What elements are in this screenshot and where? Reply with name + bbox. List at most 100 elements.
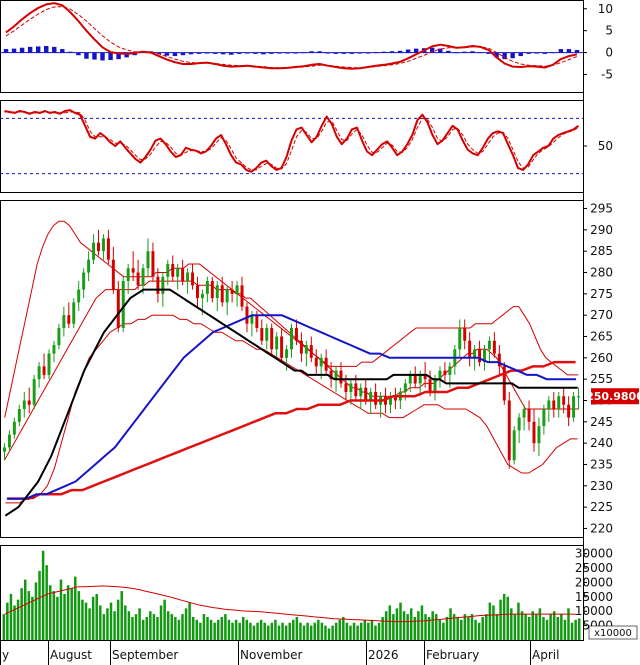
volume-bar bbox=[345, 622, 349, 640]
candle-body bbox=[497, 353, 501, 367]
candle-body bbox=[250, 315, 254, 324]
candle-body bbox=[463, 327, 467, 341]
volume-bar bbox=[156, 616, 159, 640]
volume-bar bbox=[495, 614, 499, 640]
candle-body bbox=[448, 366, 452, 375]
candle-body bbox=[235, 285, 239, 294]
volume-bar bbox=[152, 614, 156, 640]
volume-bar bbox=[470, 614, 474, 640]
volume-bar bbox=[449, 608, 452, 640]
candle-body bbox=[2, 447, 6, 452]
volume-bar bbox=[256, 622, 259, 640]
candle-body bbox=[131, 268, 135, 273]
candle-body bbox=[255, 315, 259, 328]
volume-bar bbox=[292, 619, 295, 640]
volume-bar bbox=[91, 596, 95, 640]
volume-bar bbox=[481, 616, 484, 640]
macd-histogram-bar bbox=[108, 52, 113, 61]
candle-body bbox=[245, 306, 249, 324]
macd-histogram-bar bbox=[301, 52, 306, 54]
candle-body bbox=[324, 357, 328, 371]
macd-histogram-bar bbox=[196, 52, 202, 54]
volume-bar bbox=[70, 588, 73, 640]
macd-histogram-bar bbox=[188, 52, 194, 55]
volume-bar bbox=[574, 619, 577, 640]
volume-bar bbox=[41, 550, 45, 640]
volume-bar bbox=[9, 593, 13, 640]
macd-histogram-bar bbox=[124, 52, 129, 58]
month-label: February bbox=[426, 648, 479, 662]
candle-body bbox=[106, 238, 110, 260]
volume-bar bbox=[517, 602, 520, 640]
volume-bar bbox=[106, 608, 109, 640]
macd-histogram-bar bbox=[68, 51, 73, 53]
volume-bar bbox=[302, 625, 306, 640]
candle-body bbox=[388, 396, 392, 405]
month-label: August bbox=[50, 648, 92, 662]
month-label: 2026 bbox=[368, 648, 399, 662]
bollinger-lower bbox=[5, 314, 578, 504]
candle-body bbox=[195, 285, 199, 299]
volume-bar bbox=[309, 625, 313, 640]
macd-histogram-bar bbox=[558, 49, 564, 53]
macd-histogram-bar bbox=[156, 52, 162, 54]
volume-bar bbox=[177, 619, 181, 640]
candle-body bbox=[309, 345, 313, 358]
candle-body bbox=[181, 268, 185, 282]
price-panel bbox=[0, 200, 584, 538]
candle-body bbox=[562, 396, 566, 405]
candle-body bbox=[478, 349, 482, 363]
volume-bar bbox=[281, 622, 284, 640]
macd-panel bbox=[0, 0, 584, 93]
candle-body bbox=[17, 409, 21, 422]
volume-bar bbox=[45, 565, 48, 640]
volume-bar bbox=[252, 625, 256, 640]
volume-bar bbox=[116, 599, 120, 640]
volume-bar bbox=[313, 622, 316, 640]
volume-bar bbox=[374, 625, 377, 640]
volume-bar bbox=[549, 614, 552, 640]
volume-bar bbox=[434, 614, 438, 640]
y-tick-label: 240 bbox=[590, 436, 613, 450]
month-axis: y August September November 2026 February Apri… bbox=[0, 640, 583, 665]
y-tick-label: 10 bbox=[598, 2, 613, 16]
candle-body bbox=[433, 379, 437, 392]
macd-histogram-bar bbox=[204, 52, 210, 54]
candle-body bbox=[280, 336, 284, 358]
candle-body bbox=[532, 421, 536, 444]
y-tick-label: -5 bbox=[601, 67, 613, 81]
volume-bar bbox=[13, 605, 16, 640]
volume-bar bbox=[52, 591, 56, 640]
volume-bar bbox=[56, 596, 59, 640]
volume-bar bbox=[6, 602, 9, 640]
volume-bar bbox=[145, 616, 149, 640]
macd-histogram-bar bbox=[261, 52, 266, 55]
y-tick-label: 50 bbox=[598, 139, 613, 153]
volume-bar bbox=[95, 593, 98, 640]
month-label: September bbox=[112, 648, 178, 662]
volume-bar bbox=[159, 605, 163, 640]
candle-body bbox=[27, 400, 31, 405]
volume-bar bbox=[359, 622, 363, 640]
volume-bar bbox=[245, 619, 249, 640]
candle-body bbox=[483, 349, 486, 363]
candle-body bbox=[557, 396, 561, 410]
y-tick-label: 10000 bbox=[575, 604, 613, 618]
volume-bar bbox=[195, 619, 199, 640]
volume-bar bbox=[274, 619, 277, 640]
y-tick-label: 20000 bbox=[575, 575, 613, 589]
candle-body bbox=[458, 327, 462, 350]
candle-body bbox=[161, 276, 165, 294]
candle-body bbox=[37, 366, 41, 380]
candle-body bbox=[156, 276, 160, 294]
candle-body bbox=[151, 251, 155, 277]
volume-panel bbox=[0, 545, 584, 641]
candle-body bbox=[32, 379, 36, 405]
volume-bar bbox=[317, 619, 320, 640]
macd-histogram-bar bbox=[60, 49, 65, 53]
candle-body bbox=[47, 353, 51, 375]
macd-histogram-bar bbox=[357, 52, 363, 54]
macd-histogram-bar bbox=[228, 52, 234, 55]
volume-bar bbox=[524, 614, 527, 640]
macd-histogram-bar bbox=[172, 52, 178, 57]
